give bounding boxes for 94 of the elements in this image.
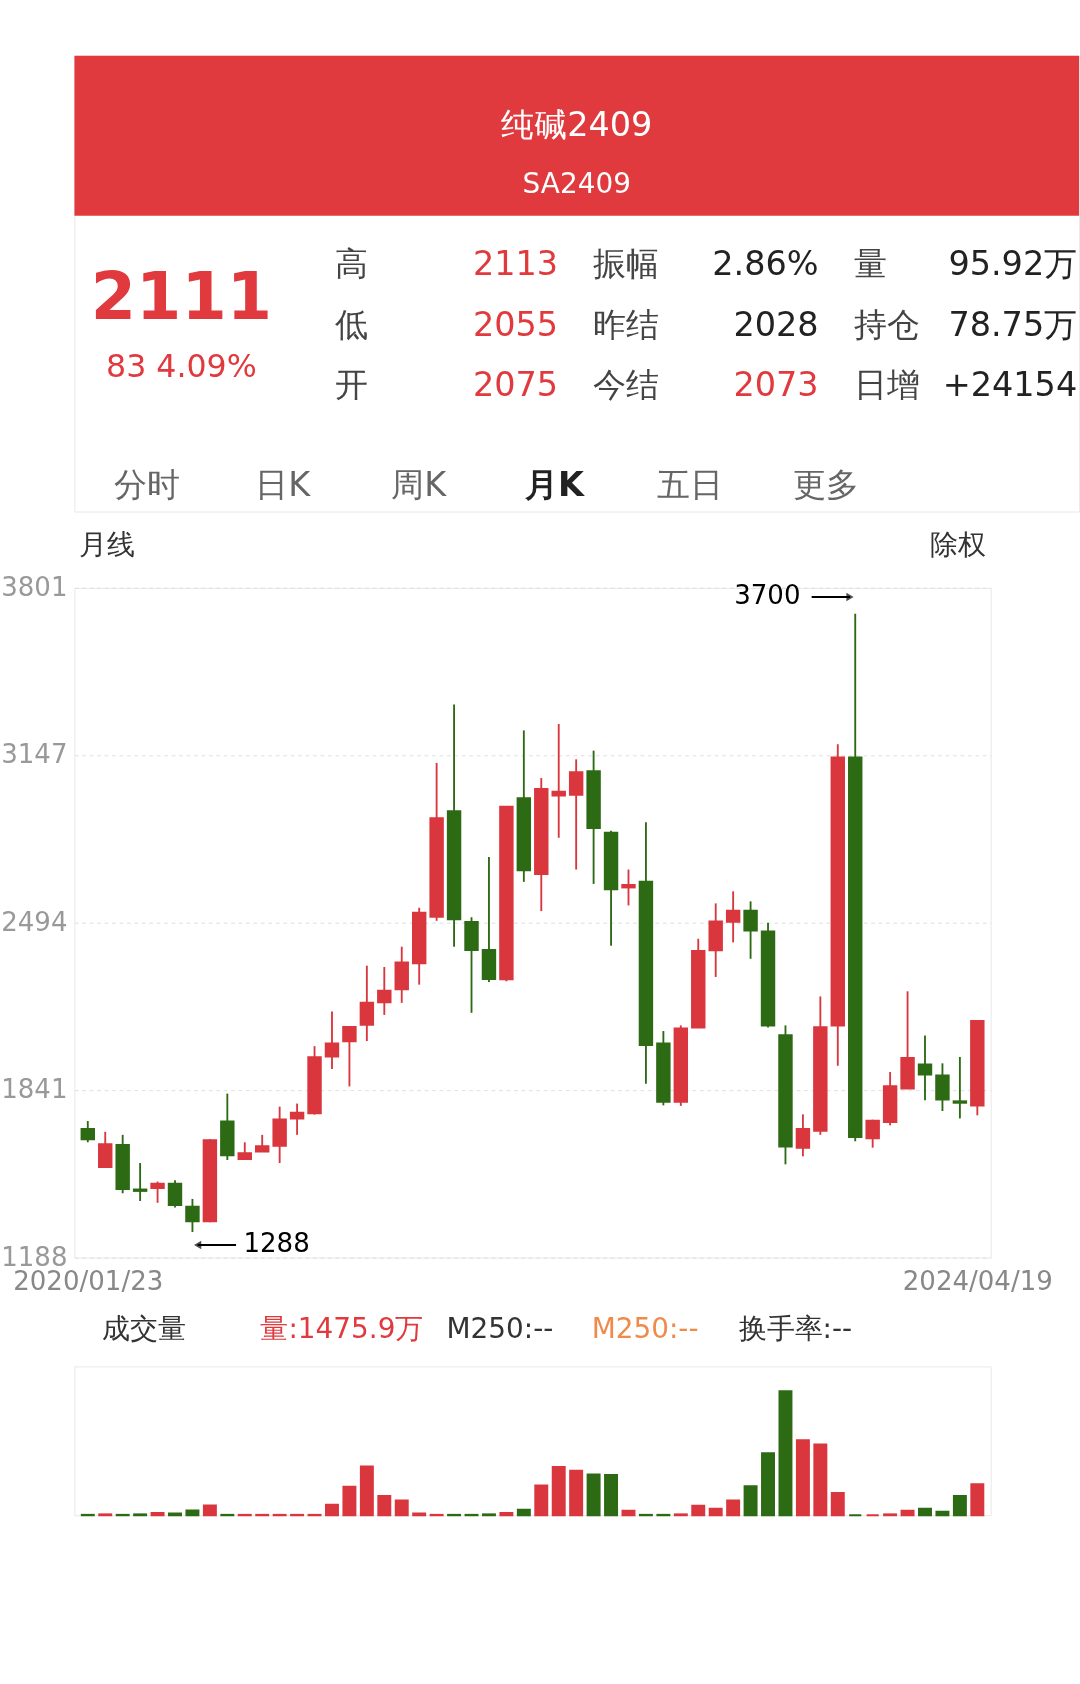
candlestick: [185, 1198, 200, 1233]
bar: [691, 1504, 706, 1517]
candlestick: [98, 1130, 113, 1169]
candlestick: [621, 868, 636, 907]
text: 低: [334, 304, 368, 344]
text: M250:--: [591, 1311, 699, 1345]
text: 量: [853, 244, 887, 284]
candlestick: [935, 1062, 950, 1112]
candlestick: [324, 1010, 340, 1070]
candlestick: [725, 890, 741, 944]
text: 2055: [472, 304, 559, 344]
text: 除权: [930, 528, 987, 562]
candlestick: [917, 1034, 933, 1102]
bar: [377, 1495, 392, 1517]
x-tick-label: 2020/01/23: [13, 1265, 164, 1296]
bar: [813, 1443, 828, 1517]
text: 2028: [733, 304, 819, 344]
text: 2073: [733, 365, 819, 405]
text: 今结: [593, 365, 660, 405]
text: 周K: [391, 464, 448, 504]
candlestick: [568, 758, 584, 871]
candlestick: [132, 1162, 148, 1202]
text: +24154: [942, 365, 1078, 405]
candlestick: [551, 723, 566, 839]
bar: [569, 1469, 584, 1517]
candlestick: [743, 900, 758, 960]
bar: [202, 1504, 217, 1517]
bar: [743, 1485, 758, 1517]
text: 量:1475.9万: [260, 1311, 424, 1345]
text: 日K: [255, 464, 312, 504]
bar: [516, 1508, 531, 1517]
bar: [726, 1499, 741, 1517]
bar: [778, 1390, 793, 1517]
candlestick: [289, 1102, 305, 1136]
text: 持仓: [853, 304, 920, 344]
bar: [900, 1509, 915, 1517]
y-tick-label: 2494: [1, 906, 68, 937]
text: 83 4.09%: [106, 347, 257, 384]
text: 月K: [523, 464, 585, 504]
candlestick: [865, 1118, 880, 1149]
bar: [325, 1503, 339, 1517]
text: 分时: [113, 464, 180, 504]
candlestick: [377, 966, 392, 1016]
x-tick-label: 2024/04/19: [902, 1265, 1053, 1296]
annotation: 3700: [734, 580, 801, 611]
text: 2075: [472, 365, 559, 405]
candlestick: [952, 1056, 968, 1120]
candlestick: [795, 1113, 811, 1158]
text: 成交量: [102, 1311, 187, 1345]
candlestick: [359, 964, 375, 1042]
bar: [394, 1499, 409, 1517]
bar: [970, 1483, 985, 1517]
bar: [185, 1509, 200, 1517]
bar: [795, 1439, 810, 1517]
bar: [918, 1507, 932, 1517]
text: 95.92万: [948, 244, 1078, 284]
bar: [761, 1452, 775, 1517]
bar: [342, 1485, 357, 1517]
text: 换手率:--: [738, 1311, 853, 1345]
text: 日增: [853, 365, 920, 405]
bar: [499, 1511, 514, 1517]
bar: [830, 1492, 845, 1517]
text: 月线: [79, 528, 136, 562]
text: 2.86%: [712, 244, 819, 284]
text: 2111: [90, 259, 272, 335]
bar: [604, 1474, 619, 1517]
bar: [359, 1465, 374, 1517]
annotation: 1288: [243, 1228, 310, 1259]
y-tick-label: 1841: [1, 1074, 68, 1105]
text: 78.75万: [948, 304, 1078, 344]
y-tick-label: 3801: [1, 571, 68, 602]
y-tick-label: 3147: [1, 739, 68, 770]
text: 五日: [657, 464, 724, 504]
text: 昨结: [593, 304, 660, 344]
bar: [708, 1507, 723, 1517]
candlestick: [80, 1120, 96, 1144]
bar: [534, 1484, 549, 1517]
candlestick: [150, 1180, 165, 1204]
bar: [952, 1495, 967, 1517]
text: 纯碱2409: [501, 104, 653, 144]
candlestick: [342, 1025, 357, 1088]
text: 振幅: [593, 244, 660, 284]
text: M250:--: [446, 1311, 554, 1345]
bar: [586, 1473, 601, 1517]
text: 更多: [793, 464, 860, 504]
bar: [621, 1509, 636, 1517]
candlestick: [167, 1179, 183, 1209]
text: 开: [334, 365, 368, 405]
bar: [150, 1511, 165, 1517]
text: 高: [334, 244, 368, 284]
bar: [551, 1466, 566, 1517]
text: SA2409: [522, 166, 631, 200]
bar: [935, 1510, 950, 1517]
text: 2113: [472, 244, 559, 284]
